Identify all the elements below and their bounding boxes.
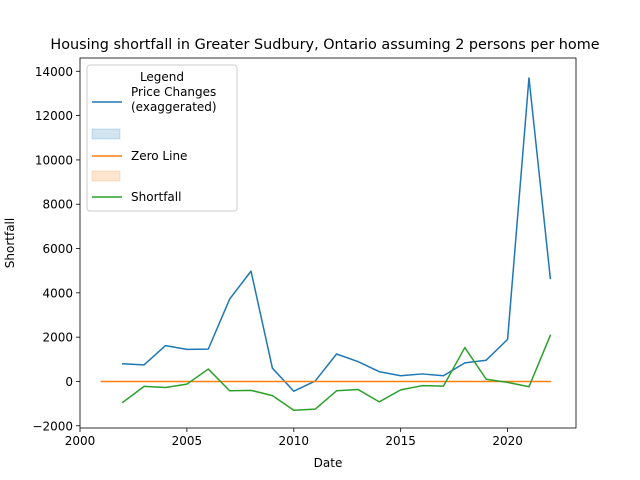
legend-patch-marker <box>91 128 121 140</box>
legend-frame <box>86 64 238 212</box>
y-tick-label: 10000 <box>35 153 73 167</box>
y-axis: −2000 0 2000 4000 6000 8000 10000 12000 14000 <box>32 65 80 433</box>
legend: Legend Price Changes (exaggerated) Zero Li… <box>86 64 238 212</box>
legend-entries: Price Changes (exaggerated) Zero Line Short… <box>91 85 217 204</box>
x-axis: 2000 2005 2010 2015 2020 <box>65 428 523 448</box>
y-tick-label: 14000 <box>35 65 73 79</box>
series-line-price-changes-exaggerated <box>121 77 552 392</box>
plot-area <box>79 57 577 429</box>
legend-label: Zero Line <box>131 149 187 163</box>
y-tick-label: 0 <box>65 375 73 389</box>
plot-frame <box>79 57 577 429</box>
legend-label: Price Changes (exaggerated) <box>131 85 217 114</box>
y-tick-label: 8000 <box>42 198 73 212</box>
x-tick-label: 2010 <box>279 434 310 448</box>
chart-title: Housing shortfall in Greater Sudbury, On… <box>50 37 599 53</box>
x-tick-label: 2000 <box>65 434 96 448</box>
y-tick-label: 4000 <box>42 286 73 300</box>
legend-patch-marker <box>91 170 121 182</box>
y-tick-label: 12000 <box>35 109 73 123</box>
series-line-shortfall <box>121 334 552 412</box>
y-tick-label: 6000 <box>42 242 73 256</box>
y-tick-label: −2000 <box>32 419 73 433</box>
y-axis-label: Shortfall <box>3 218 17 268</box>
y-tick-label: 2000 <box>42 331 73 345</box>
legend-title: Legend <box>140 70 184 84</box>
x-tick-label: 2020 <box>492 434 523 448</box>
x-tick-label: 2015 <box>385 434 416 448</box>
x-axis-label: Date <box>314 456 343 470</box>
series-layer <box>100 77 552 412</box>
x-tick-label: 2005 <box>172 434 203 448</box>
legend-label: Shortfall <box>131 190 181 204</box>
